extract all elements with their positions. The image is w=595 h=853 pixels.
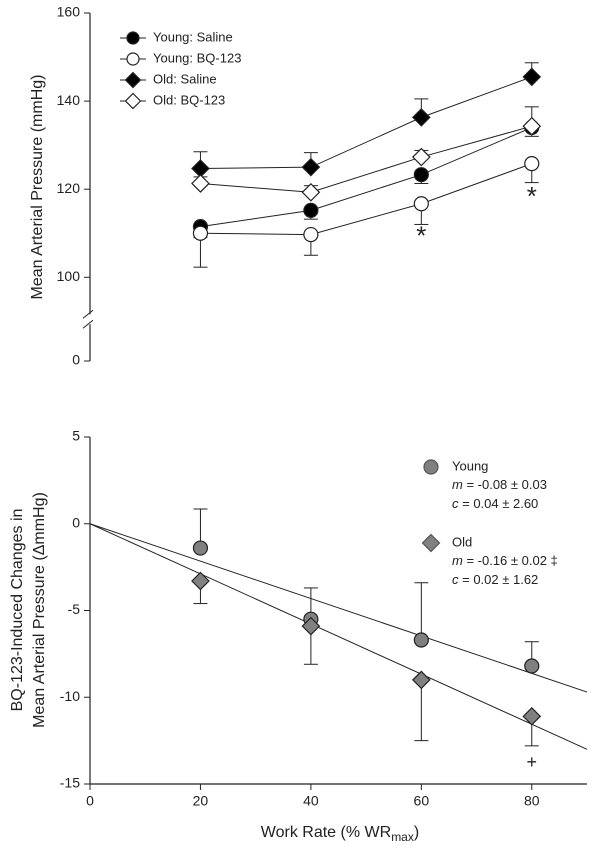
fit-stat: c = 0.04 ± 2.60: [452, 496, 538, 511]
y-tick-label: -10: [60, 688, 80, 704]
legend-label: Old: [452, 534, 472, 549]
fit-line: [89, 523, 588, 750]
legend-marker: [124, 71, 142, 89]
marker: [301, 182, 321, 202]
x-label-text: ): [414, 824, 419, 841]
annotation: *: [416, 221, 426, 251]
x-tick-label: 60: [414, 793, 430, 809]
marker: [192, 225, 209, 241]
axis-break: [82, 309, 94, 319]
y-tick-label: 0: [72, 352, 80, 368]
y-tick-label: 120: [57, 180, 81, 196]
marker: [301, 616, 321, 636]
y-tick-label: -15: [60, 775, 80, 791]
y-tick-label: 140: [57, 92, 81, 108]
stat-symbol: m: [452, 477, 463, 492]
marker: [301, 157, 321, 177]
legend-marker: [126, 52, 140, 66]
legend-label: Young: [452, 458, 488, 473]
marker: [411, 670, 431, 690]
series-line: [200, 163, 532, 236]
legend-marker: [124, 92, 142, 110]
stat-text: = -0.16 ± 0.02 ‡: [463, 553, 558, 568]
x-tick-label: 0: [86, 793, 94, 809]
y-tick-label: 100: [57, 268, 81, 284]
axis-break: [82, 319, 94, 329]
series-line: [200, 125, 532, 193]
stat-text: = -0.08 ± 0.03: [463, 477, 547, 492]
marker: [522, 116, 542, 136]
legend-label: Young: BQ-123: [153, 50, 241, 65]
fit-stat: m = -0.16 ± 0.02 ‡: [452, 553, 558, 568]
marker: [192, 540, 209, 556]
fit-line: [89, 523, 588, 693]
marker: [413, 196, 429, 212]
marker: [522, 706, 542, 726]
x-tick-label: 40: [303, 793, 319, 809]
stat-text: = 0.04 ± 2.60: [459, 496, 539, 511]
marker: [411, 147, 431, 167]
y-axis-label: BQ-123-Induced Changes in: [9, 509, 26, 712]
legend-marker: [423, 459, 439, 475]
legend-marker: [126, 31, 140, 45]
y-axis-label: Mean Arterial Pressure (mmHg): [29, 75, 46, 300]
stat-text: = 0.02 ± 1.62: [459, 572, 539, 587]
marker: [522, 67, 542, 87]
marker: [413, 632, 429, 648]
fit-stat: c = 0.02 ± 1.62: [452, 572, 538, 587]
annotation: *: [527, 181, 537, 211]
marker: [411, 108, 431, 127]
stat-symbol: c: [452, 496, 459, 511]
marker: [191, 174, 210, 193]
annotation: +: [527, 752, 538, 772]
y-tick-label: 0: [72, 514, 80, 530]
y-axis-label: Mean Arterial Pressure (ΔmmHg): [31, 492, 48, 728]
marker: [524, 156, 540, 172]
marker: [191, 571, 210, 591]
legend-label: Old: BQ-123: [153, 92, 225, 107]
x-axis-label: Work Rate (% WRmax): [261, 824, 419, 844]
fit-stat: m = -0.08 ± 0.03: [452, 477, 547, 492]
legend-label: Young: Saline: [153, 29, 233, 44]
marker: [413, 167, 429, 183]
y-tick-label: 160: [57, 4, 81, 20]
x-label-text: Work Rate (% WR: [261, 824, 391, 841]
legend-label: Old: Saline: [153, 71, 217, 86]
x-tick-label: 20: [193, 793, 209, 809]
marker: [524, 658, 540, 674]
marker: [303, 226, 319, 243]
series-line: [200, 76, 532, 169]
y-tick-label: -5: [68, 601, 81, 617]
marker: [303, 202, 319, 218]
y-tick-label: 5: [72, 428, 80, 444]
legend-marker: [421, 533, 441, 553]
series-line: [200, 127, 532, 228]
x-tick-label: 80: [524, 793, 540, 809]
stat-symbol: m: [452, 553, 463, 568]
stat-symbol: c: [452, 572, 459, 587]
x-label-subscript: max: [391, 830, 414, 844]
